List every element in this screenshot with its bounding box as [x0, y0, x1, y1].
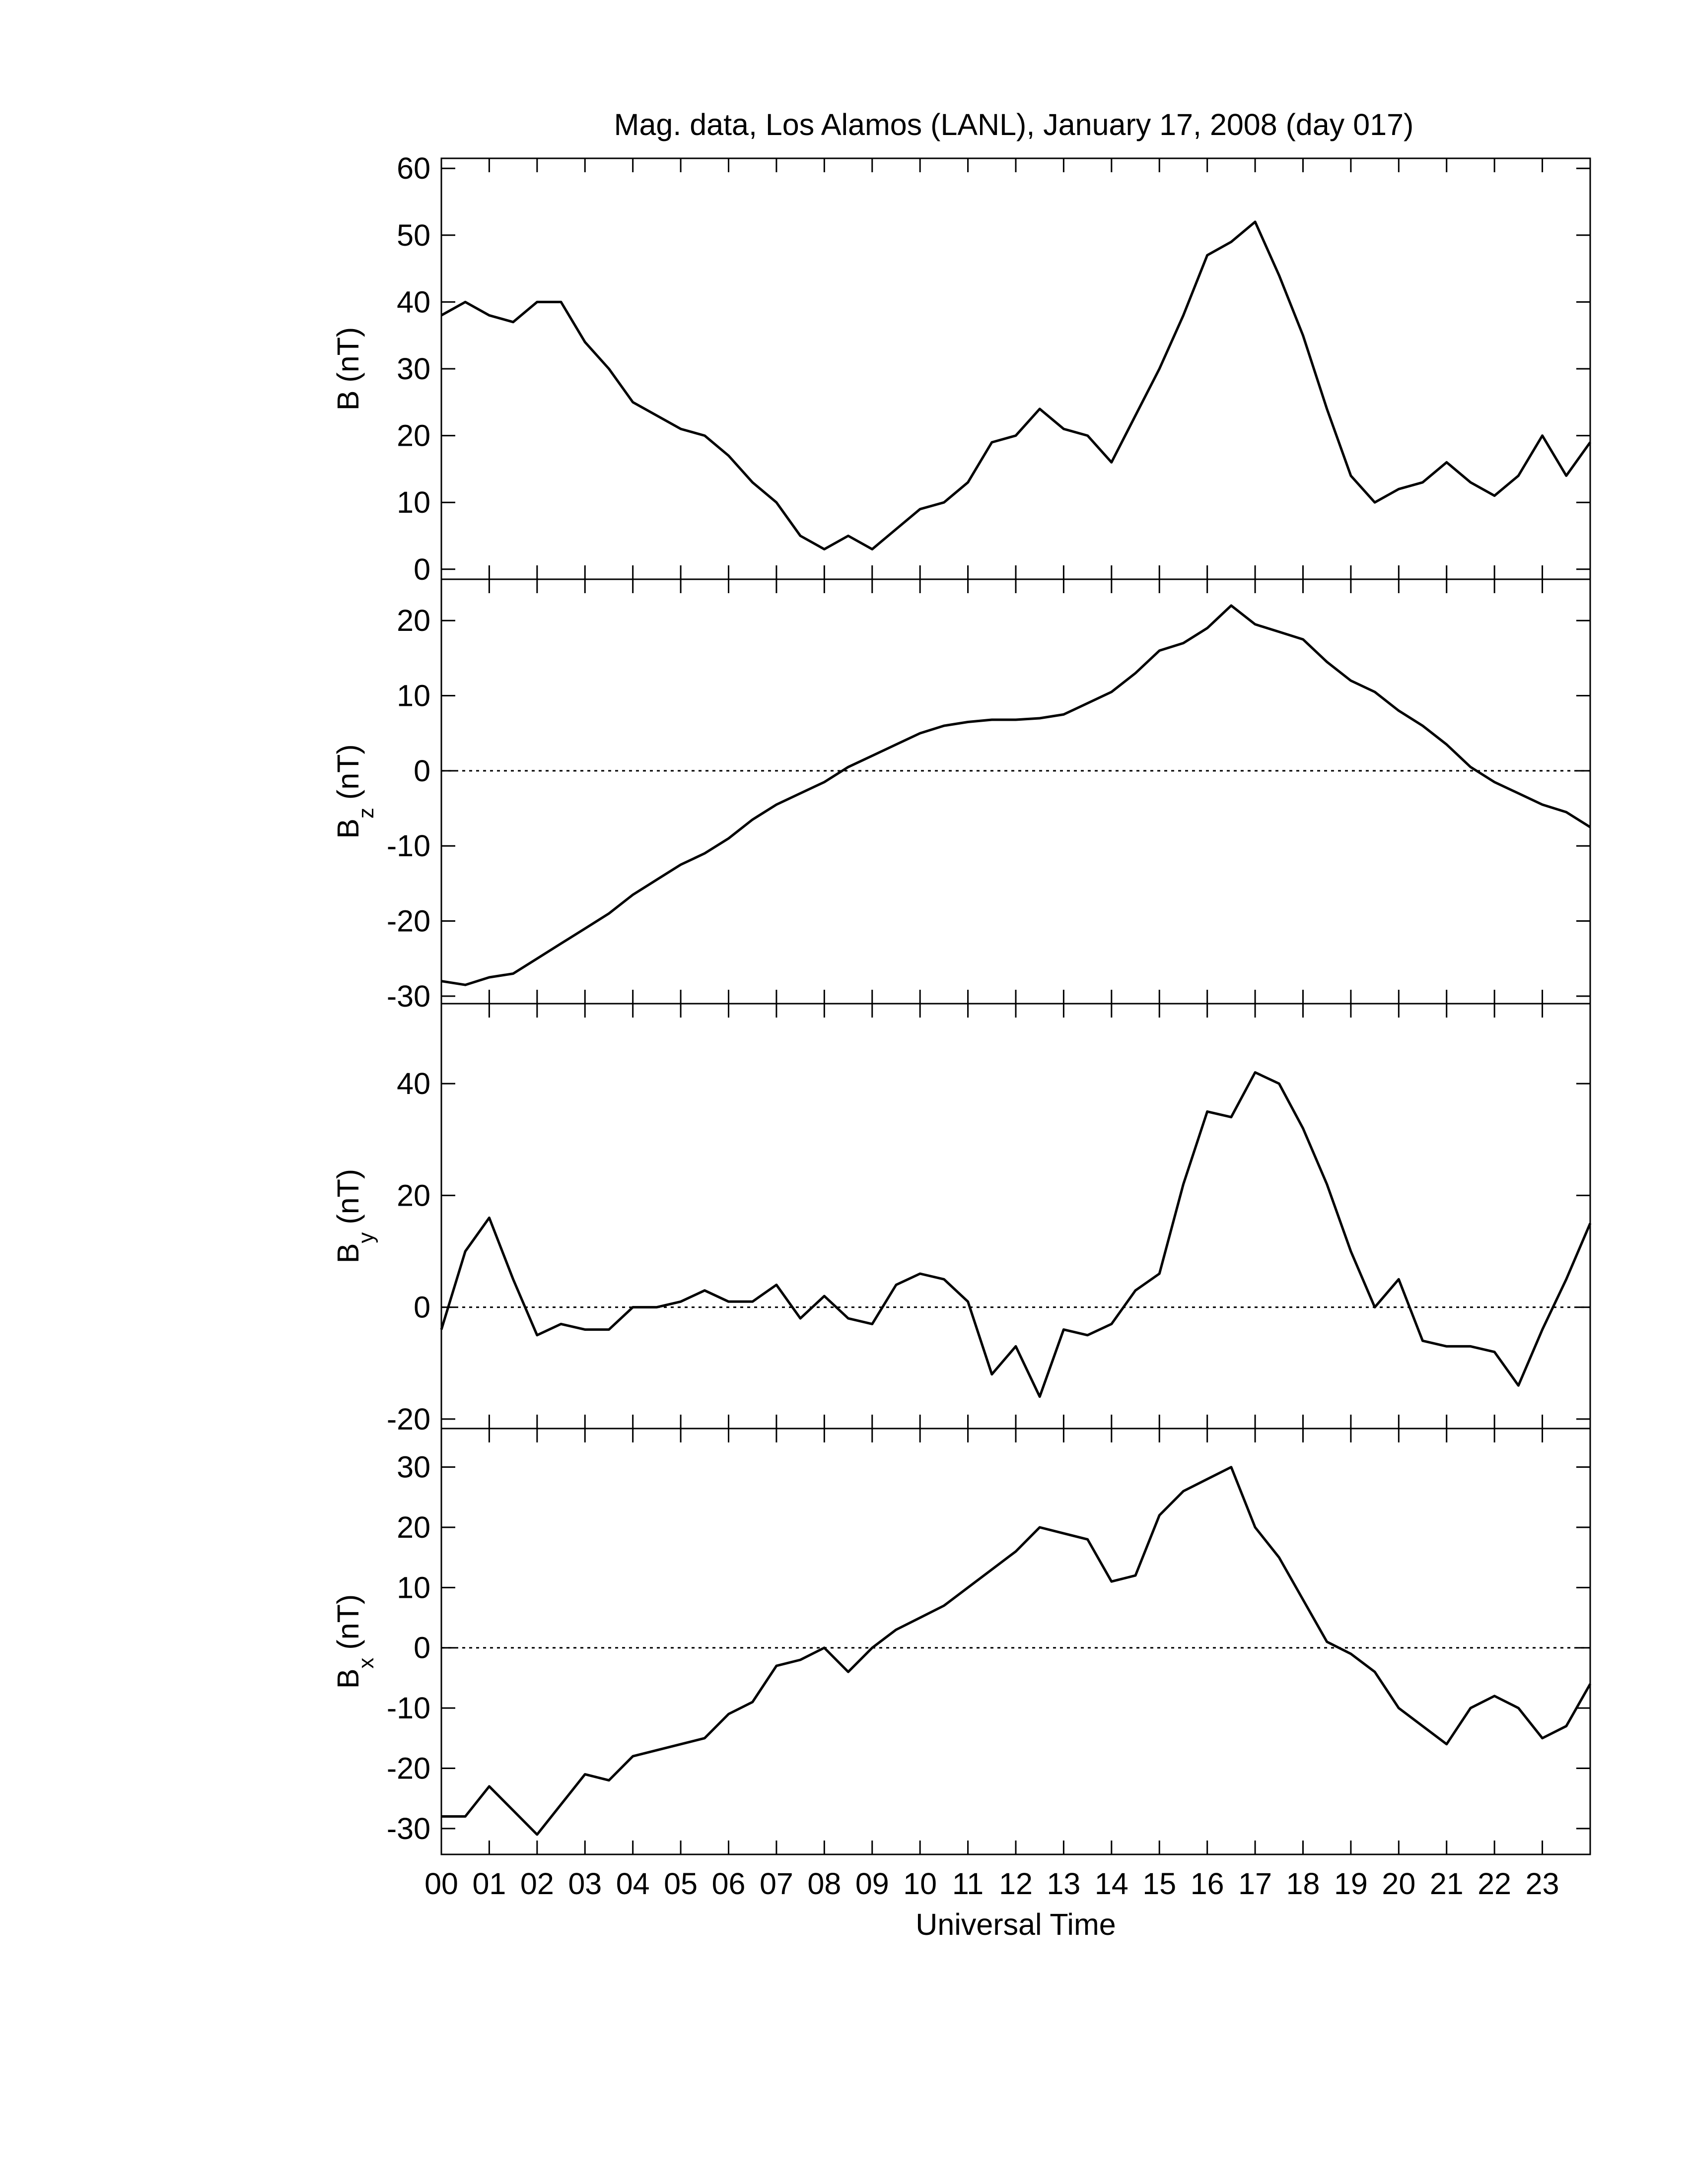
- y-tick-label: 30: [397, 1450, 430, 1484]
- data-line: [441, 604, 1591, 986]
- y-tick-label: -20: [387, 904, 430, 938]
- y-tick-label: -10: [387, 829, 430, 863]
- x-tick-label: 00: [424, 1867, 458, 1901]
- y-tick-label: -20: [387, 1751, 430, 1785]
- x-tick-label: 04: [616, 1867, 650, 1901]
- y-axis-label-text: Bz (nT): [331, 744, 378, 839]
- y-label-unit: (nT): [331, 1169, 365, 1225]
- x-tick-label: 16: [1191, 1867, 1224, 1901]
- y-axis-label: Bx (nT): [331, 1594, 378, 1689]
- y-tick-label: 20: [397, 419, 430, 453]
- x-tick-label: 10: [903, 1867, 937, 1901]
- y-tick-label: 10: [397, 1570, 430, 1604]
- data-line: [440, 1071, 1592, 1398]
- y-axis-label: B (nT): [331, 327, 365, 411]
- x-tick-label: 20: [1382, 1867, 1415, 1901]
- data-line: [441, 1466, 1592, 1836]
- y-label-subscript: x: [354, 1658, 378, 1669]
- x-tick-label: 03: [568, 1867, 602, 1901]
- y-tick-label: 60: [397, 151, 430, 185]
- y-axis-label-text: Bx (nT): [331, 1594, 378, 1689]
- x-tick-label: 11: [952, 1867, 984, 1901]
- x-tick-label: 01: [472, 1867, 506, 1901]
- y-tick-label: 0: [414, 754, 430, 788]
- y-label-symbol: B: [331, 391, 365, 411]
- y-axis-label: By (nT): [331, 1169, 378, 1264]
- y-axis-label-text: B (nT): [331, 327, 365, 411]
- y-label-subscript: z: [354, 808, 378, 819]
- y-tick-label: 0: [414, 1291, 430, 1324]
- y-tick-label: 20: [397, 1178, 430, 1212]
- y-label-unit: (nT): [331, 744, 365, 800]
- y-tick-label: 30: [397, 352, 430, 386]
- x-tick-label: 23: [1526, 1867, 1559, 1901]
- y-tick-label: 20: [397, 1510, 430, 1544]
- y-tick-label: 40: [397, 285, 430, 319]
- x-tick-label: 18: [1286, 1867, 1320, 1901]
- y-axis-label-text: By (nT): [331, 1169, 378, 1264]
- y-tick-label: -30: [387, 1812, 430, 1845]
- y-tick-label: 0: [414, 1631, 430, 1665]
- y-tick-label: 10: [397, 485, 430, 519]
- x-tick-label: 22: [1477, 1867, 1511, 1901]
- x-axis-label: Universal Time: [915, 1908, 1116, 1941]
- x-tick-label: 07: [760, 1867, 793, 1901]
- data-line: [440, 220, 1592, 550]
- y-label-unit: (nT): [331, 327, 365, 383]
- y-tick-label: 10: [397, 679, 430, 713]
- y-tick-label: 40: [397, 1067, 430, 1100]
- x-tick-label: 12: [999, 1867, 1033, 1901]
- x-tick-label: 21: [1430, 1867, 1464, 1901]
- y-label-symbol: B: [331, 1669, 365, 1689]
- y-label-symbol: B: [331, 819, 365, 839]
- x-tick-label: 06: [712, 1867, 746, 1901]
- x-tick-label: 14: [1095, 1867, 1128, 1901]
- x-tick-label: 09: [855, 1867, 889, 1901]
- x-tick-label: 05: [664, 1867, 698, 1901]
- y-axis-label: Bz (nT): [331, 744, 378, 839]
- y-tick-label: -20: [387, 1402, 430, 1436]
- y-label-symbol: B: [331, 1243, 365, 1264]
- x-tick-label: 15: [1142, 1867, 1176, 1901]
- y-label-unit: (nT): [331, 1594, 365, 1650]
- y-tick-label: 50: [397, 218, 430, 252]
- chart-title: Mag. data, Los Alamos (LANL), January 17…: [614, 108, 1414, 141]
- y-label-subscript: y: [354, 1232, 378, 1243]
- y-tick-label: -30: [387, 979, 430, 1013]
- x-tick-label: 08: [807, 1867, 841, 1901]
- y-tick-label: 20: [397, 604, 430, 637]
- x-tick-label: 19: [1334, 1867, 1368, 1901]
- x-tick-label: 17: [1238, 1867, 1272, 1901]
- x-tick-label: 02: [520, 1867, 554, 1901]
- y-tick-label: -10: [387, 1691, 430, 1725]
- x-tick-label: 13: [1047, 1867, 1080, 1901]
- y-tick-label: 0: [414, 552, 430, 586]
